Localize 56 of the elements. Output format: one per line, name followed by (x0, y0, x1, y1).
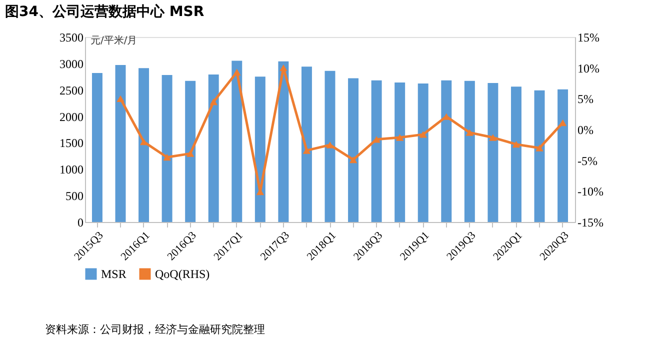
point (326, 142, 334, 148)
bar (418, 84, 428, 222)
bar (558, 89, 568, 222)
point (210, 98, 218, 106)
y2-tick-label: 10% (578, 61, 600, 76)
bar (348, 78, 359, 222)
chart-title: 图34、公司运营数据中心 MSR (5, 3, 204, 20)
y-tick-label: 3500 (60, 30, 84, 44)
legend-label: MSR (101, 267, 126, 281)
y-tick-label: 2000 (60, 110, 84, 124)
point (116, 95, 124, 102)
point (140, 138, 148, 146)
point (536, 144, 544, 152)
bar (115, 65, 126, 222)
y-tick-label: 3000 (60, 56, 84, 71)
y-tick-label: 500 (66, 189, 84, 204)
bar (232, 60, 242, 222)
bar (394, 82, 406, 222)
point (396, 134, 404, 141)
point (489, 134, 497, 141)
bar (138, 68, 150, 222)
y-tick-label: 1000 (60, 162, 84, 177)
y2-tick-label: -15% (578, 216, 604, 230)
point (302, 147, 311, 154)
legend-label: QoQ(RHS) (155, 267, 210, 281)
y-axis-title: 元/平米/月 (90, 34, 138, 46)
point (233, 68, 241, 76)
point (466, 129, 474, 136)
bar (464, 80, 475, 222)
bar (324, 70, 336, 222)
text: 资料来源：公司财报，经济与金融研究院整理 (45, 323, 265, 336)
point (419, 131, 427, 138)
y2-tick-label: 15% (578, 30, 600, 44)
bar (278, 61, 289, 222)
bar (92, 72, 102, 222)
bar (534, 90, 545, 222)
y2-tick-label: 5% (578, 92, 594, 106)
y-tick-label: 1500 (60, 136, 84, 150)
bar (185, 80, 196, 222)
bar (488, 82, 498, 222)
y-tick-label: 2500 (60, 83, 84, 98)
point (186, 150, 194, 157)
y2-tick-label: -10% (578, 184, 604, 199)
point (280, 64, 288, 72)
bar (301, 66, 312, 222)
y-tick-label: 0 (78, 216, 84, 230)
bar (510, 86, 522, 222)
bar (208, 74, 219, 222)
point (512, 140, 520, 148)
bar (371, 80, 382, 222)
bar (162, 75, 172, 222)
y2-tick-label: -5% (578, 154, 598, 168)
bar (441, 80, 452, 222)
point (163, 154, 171, 161)
point (349, 156, 358, 164)
y2-tick-label: 0% (578, 123, 594, 137)
